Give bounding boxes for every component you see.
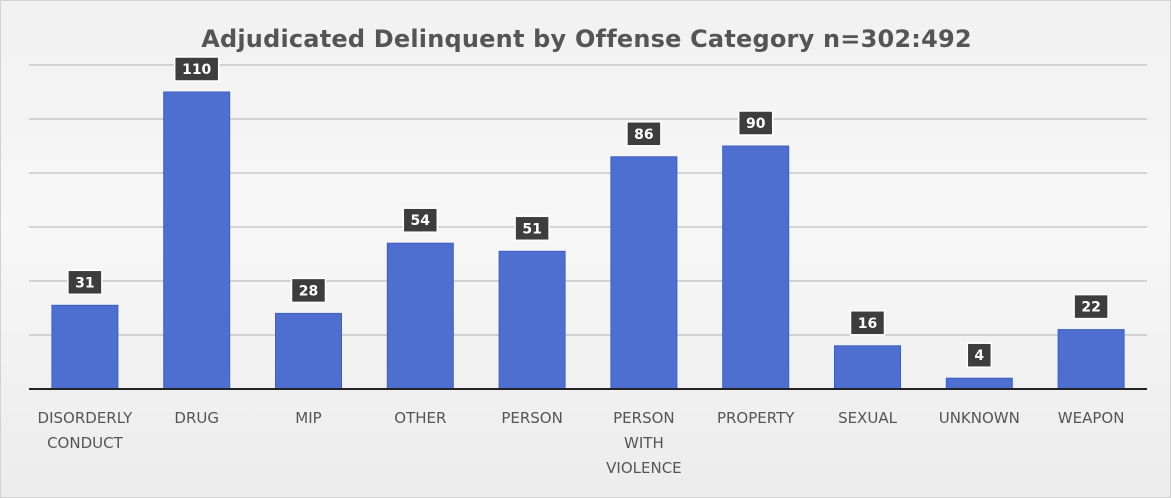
x-tick-label-line: DRUG	[174, 409, 219, 427]
data-label-text: 54	[411, 213, 431, 229]
bar	[945, 377, 1013, 390]
x-tick-label: WEAPON	[1058, 409, 1125, 427]
data-label: 54	[402, 207, 439, 233]
x-tick-label-line: CONDUCT	[47, 434, 124, 452]
x-tick-label: DISORDERLY CONDUCT	[38, 409, 134, 452]
x-tick-label-line: OTHER	[394, 409, 446, 427]
data-label-text: 51	[522, 221, 541, 237]
data-label: 86	[626, 121, 662, 147]
data-label-box	[67, 269, 103, 296]
x-tick-label: MIP	[295, 409, 321, 427]
x-tick-label-line: PERSON	[501, 409, 563, 427]
x-tick-label: PERSON	[501, 409, 563, 427]
x-tick-label: OTHER	[394, 409, 446, 427]
data-label: 4	[966, 342, 993, 368]
data-label-text: 90	[746, 116, 766, 132]
data-label-box	[402, 207, 439, 233]
bar	[51, 304, 119, 390]
data-label-box	[173, 56, 220, 82]
bar	[610, 156, 678, 390]
x-tick-label-line: WITH	[624, 434, 664, 452]
data-label-text: 4	[974, 348, 984, 364]
data-label-text: 28	[299, 283, 318, 299]
data-label: 51	[514, 215, 550, 242]
x-tick-label-line: PROPERTY	[717, 409, 795, 427]
x-tick-label-line: UNKNOWN	[939, 409, 1020, 427]
x-tick-label: PROPERTY	[717, 409, 795, 427]
bar	[834, 345, 901, 390]
bar	[722, 145, 790, 390]
x-tick-label-line: WEAPON	[1058, 409, 1125, 427]
bar	[498, 250, 566, 390]
data-label-box	[1073, 293, 1109, 320]
data-label: 90	[737, 110, 774, 136]
data-label-text: 110	[182, 62, 211, 78]
bar	[275, 312, 342, 390]
x-tick-label-line: VIOLENCE	[606, 459, 682, 477]
data-label: 22	[1073, 293, 1109, 320]
bar	[1057, 329, 1125, 390]
data-label-text: 22	[1081, 300, 1100, 316]
data-label-text: 31	[75, 275, 94, 291]
data-label-box	[737, 110, 774, 136]
data-label-box	[966, 342, 993, 368]
data-label-box	[626, 121, 662, 147]
x-tick-label-line: PERSON	[613, 409, 675, 427]
x-tick-label: SEXUAL	[838, 409, 898, 427]
data-label: 31	[67, 269, 103, 296]
data-label: 110	[173, 56, 220, 82]
x-tick-label: PERSON WITH VIOLENCE	[606, 409, 682, 477]
data-label-text: 16	[858, 316, 877, 332]
data-label-box	[849, 310, 886, 336]
data-label: 16	[849, 310, 886, 336]
x-tick-label: UNKNOWN	[939, 409, 1020, 427]
bar	[386, 242, 454, 390]
bar	[163, 91, 231, 390]
x-tick-label-line: MIP	[295, 409, 321, 427]
data-label-text: 86	[634, 127, 653, 143]
data-label-box	[514, 215, 550, 242]
x-tick-label-line: DISORDERLY	[38, 409, 134, 427]
data-label-box	[290, 277, 327, 304]
chart-title: Adjudicated Delinquent by Offense Catego…	[201, 25, 972, 53]
x-tick-label: DRUG	[174, 409, 219, 427]
data-labels: 31 110 28 54 51 86 90 16 4 22	[67, 56, 1109, 368]
data-label: 28	[290, 277, 327, 304]
bars	[51, 91, 1125, 390]
x-tick-label-line: SEXUAL	[838, 409, 898, 427]
